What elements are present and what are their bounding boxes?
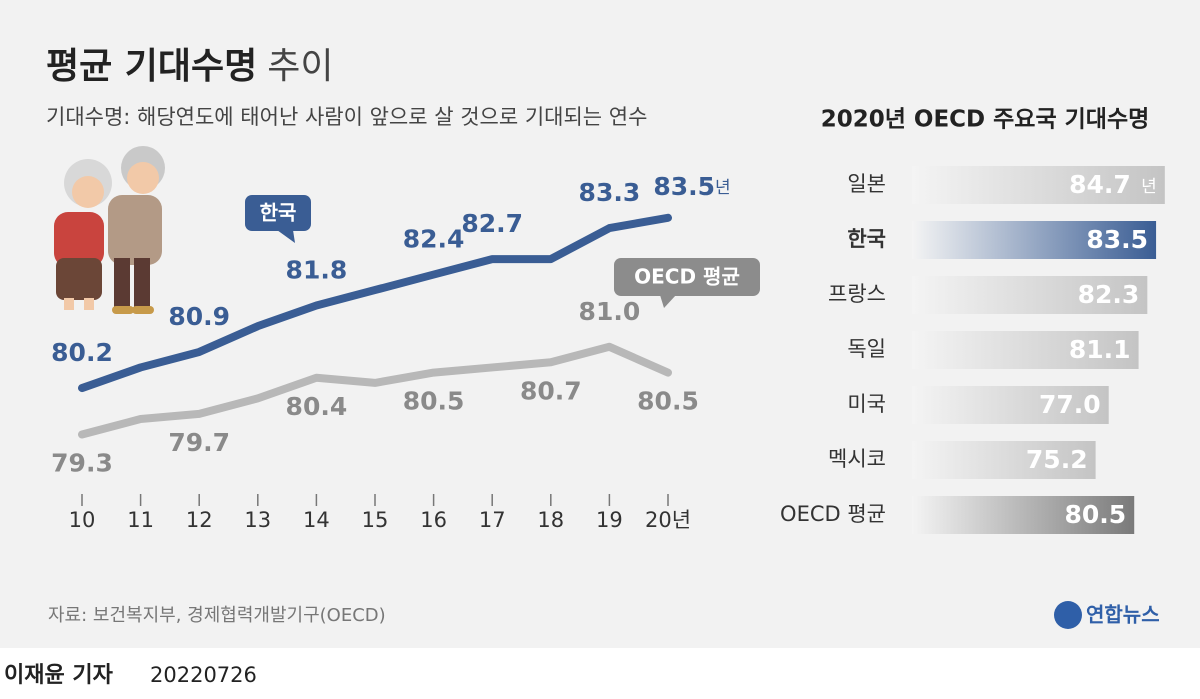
legend-pointer (277, 230, 295, 243)
bar (912, 331, 1139, 369)
logo: 연합뉴스 (1086, 603, 1160, 627)
x-tick-label: 19 (596, 508, 623, 532)
data-label: 80.7 (520, 376, 582, 405)
bar-value: 81.1 (1069, 335, 1131, 364)
bar (912, 441, 1096, 479)
legend-box (614, 258, 760, 296)
bar (912, 166, 1165, 204)
title: 평균 기대수명 추이 (46, 46, 334, 87)
category-label: 한국 (847, 227, 886, 251)
background (0, 0, 1200, 648)
bar-value-label: 80.5 (1065, 500, 1127, 529)
legend-label: OECD 평균 (634, 265, 740, 289)
data-label-value: 81.0 (579, 297, 641, 326)
category-label: 미국 (847, 392, 886, 416)
bar-value-label: 84.7 (1069, 170, 1131, 199)
data-label-value: 80.7 (520, 376, 582, 405)
category-label: OECD 평균 (780, 502, 886, 526)
x-tick-label: 17 (479, 508, 506, 532)
bar-value: 75.2 (1026, 445, 1088, 474)
legend-box (245, 195, 311, 231)
bar-value: 83.5 (1086, 225, 1148, 254)
bar-value-label: 81.1 (1069, 335, 1131, 364)
title-main: 평균 기대수명 (46, 46, 257, 87)
author: 이재윤 기자 (4, 663, 114, 688)
bar-value-unit: 년 (1141, 177, 1157, 197)
category-label: 멕시코 (828, 447, 886, 471)
bar (912, 496, 1135, 534)
bar (912, 221, 1157, 259)
line-series (78, 213, 672, 393)
x-tick-label: 14 (303, 508, 330, 532)
date: 20220726 (150, 663, 257, 687)
category-label: 독일 (847, 337, 886, 361)
bar (912, 386, 1109, 424)
x-tick-label: 12 (186, 508, 213, 532)
x-tick-label: 16 (420, 508, 447, 532)
chart-title: 2020년 OECD 주요국 기대수명 (821, 107, 1150, 133)
x-tick-label: 15 (362, 508, 389, 532)
data-label: 80.2 (51, 338, 113, 367)
x-tick-label: 18 (537, 508, 564, 532)
title-suffix: 추이 (267, 46, 333, 87)
data-label-value: 81.8 (286, 256, 348, 285)
data-label-value: 80.4 (286, 392, 348, 421)
category-label: 프랑스 (828, 282, 886, 306)
bar-value-label: 77.0 (1039, 390, 1101, 419)
data-label-value: 80.2 (51, 338, 113, 367)
data-label-value: 83.3 (579, 178, 641, 207)
data-label: 80.4 (286, 392, 348, 421)
x-tick-label: 11 (127, 508, 154, 532)
data-label: 80.5 (403, 387, 465, 416)
source: 자료: 보건복지부, 경제협력개발기구(OECD) (48, 605, 386, 626)
data-label: 81.8 (286, 256, 348, 285)
data-label: 81.0 (579, 297, 641, 326)
data-label: 83.5년 (653, 172, 730, 201)
bar (912, 276, 1148, 314)
x-tick-label: 20년 (645, 508, 691, 532)
data-label-value: 80.9 (168, 302, 230, 331)
legend-pointer (660, 295, 676, 308)
data-label: 82.4 (403, 225, 465, 254)
data-label: 82.7 (461, 209, 523, 238)
bar-value: 82.3 (1078, 280, 1140, 309)
data-label-value: 80.5 (403, 387, 465, 416)
bar-value-label: 82.3 (1078, 280, 1140, 309)
bar-value: 84.7 (1069, 170, 1131, 199)
data-label-value: 79.3 (51, 449, 113, 478)
data-label: 83.3 (579, 178, 641, 207)
data-label-value: 80.5 (637, 387, 699, 416)
line-series (78, 342, 672, 439)
data-label-unit: 년 (715, 178, 731, 198)
data-label: 79.7 (168, 428, 230, 457)
legend-label: 한국 (260, 201, 297, 225)
data-label: 79.3 (51, 449, 113, 478)
data-label-value: 83.5 (653, 172, 715, 201)
x-tick-label: 10 (69, 508, 96, 532)
data-label-value: 82.7 (461, 209, 523, 238)
bar-value: 77.0 (1039, 390, 1101, 419)
bar-value-label: 83.5 (1086, 225, 1148, 254)
illustration (54, 146, 165, 314)
data-label: 80.5 (637, 387, 699, 416)
category-label: 일본 (847, 172, 886, 196)
logo-icon (1054, 601, 1082, 629)
data-label: 80.9 (168, 302, 230, 331)
data-label-value: 82.4 (403, 225, 465, 254)
bar-value-label: 75.2 (1026, 445, 1088, 474)
subtitle: 기대수명: 해당연도에 태어난 사람이 앞으로 살 것으로 기대되는 연수 (46, 105, 647, 129)
data-label-value: 79.7 (168, 428, 230, 457)
bar-value: 80.5 (1065, 500, 1127, 529)
x-tick-label: 13 (244, 508, 271, 532)
